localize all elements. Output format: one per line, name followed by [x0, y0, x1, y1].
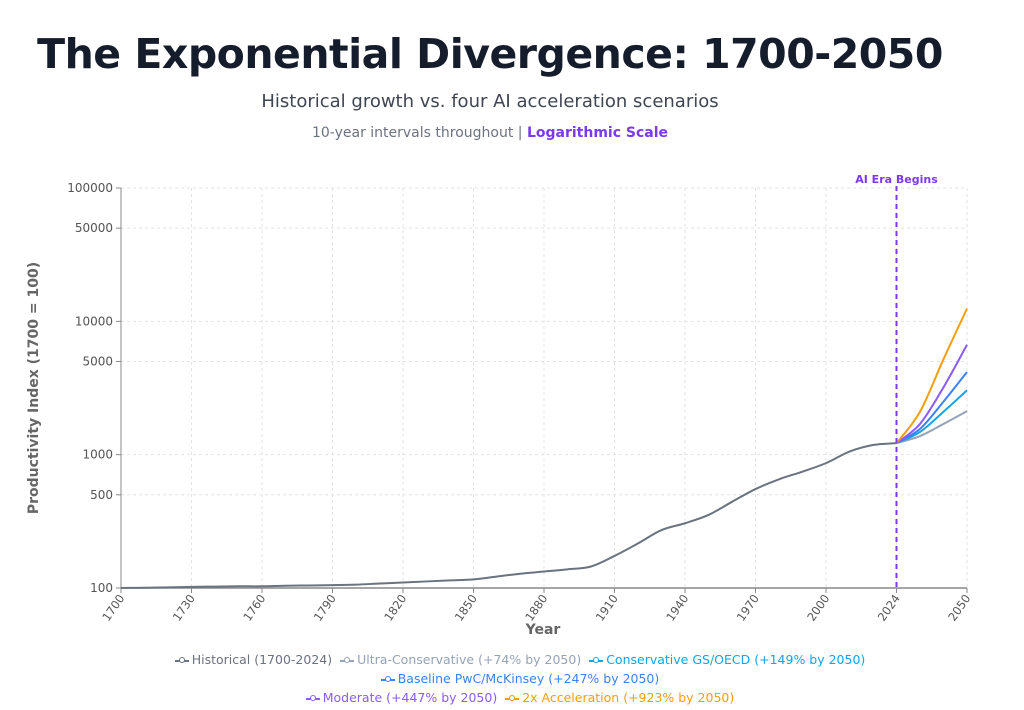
y-tick-label: 10000: [75, 314, 113, 328]
x-tick-label: 1790: [311, 592, 339, 624]
x-tick-label: 2050: [945, 592, 973, 624]
legend-marker-icon: [589, 656, 604, 666]
y-axis-title: Productivity Index (1700 = 100): [26, 262, 42, 514]
log-scale-label: Logarithmic Scale: [526, 125, 669, 141]
x-tick-label: 1970: [734, 592, 762, 624]
x-tick-label: 1910: [593, 592, 621, 624]
legend-marker-icon: [505, 694, 520, 704]
x-tick-label: 2000: [804, 592, 832, 624]
legend-label: Historical (1700-2024): [191, 652, 333, 667]
y-tick-label: 500: [90, 488, 113, 502]
legend-marker-icon: [340, 656, 355, 666]
legend-item[interactable]: Ultra-Conservative (+74% by 2050): [340, 650, 581, 669]
legend-item[interactable]: Moderate (+447% by 2050): [305, 688, 498, 707]
legend-marker-icon: [305, 694, 320, 704]
series-line-3: [895, 371, 968, 445]
chart-subtitle: Historical growth vs. four AI accelerati…: [261, 91, 719, 112]
x-tick-label: 1820: [381, 592, 409, 624]
chart-title: The Exponential Divergence: 1700-2050: [37, 30, 943, 78]
x-tick-label: 1940: [663, 592, 691, 624]
series-line-0: [120, 442, 897, 589]
chart-note: 10-year intervals throughout | Logarithm…: [0, 125, 980, 141]
x-axis-title: Year: [525, 622, 561, 638]
legend-label: Ultra-Conservative (+74% by 2050): [357, 652, 582, 667]
y-tick-label: 100: [90, 581, 113, 595]
legend-item[interactable]: 2x Acceleration (+923% by 2050): [505, 688, 734, 707]
y-tick-label: 50000: [75, 221, 113, 235]
legend-item[interactable]: Conservative GS/OECD (+149% by 2050): [589, 650, 865, 669]
series-line-4: [895, 344, 968, 444]
legend-marker-icon: [174, 656, 189, 666]
x-tick-label: 2024: [875, 592, 903, 624]
x-tick-label: 1850: [452, 592, 480, 624]
legend-item[interactable]: Historical (1700-2024): [174, 650, 333, 669]
series-line-1: [896, 410, 968, 445]
legend-item[interactable]: Baseline PwC/McKinsey (+247% by 2050): [380, 669, 660, 688]
legend-label: 2x Acceleration (+923% by 2050): [522, 690, 735, 705]
y-tick-label: 5000: [82, 354, 113, 368]
legend-label: Conservative GS/OECD (+149% by 2050): [606, 652, 866, 667]
ai-era-label: AI Era Begins: [855, 173, 938, 186]
x-tick-label: 1760: [240, 592, 268, 624]
x-tick-label: 1700: [99, 592, 127, 624]
x-tick-label: 1730: [170, 592, 198, 624]
legend-marker-icon: [380, 675, 395, 685]
x-tick-label: 1880: [522, 592, 550, 624]
y-tick-label: 1000: [82, 448, 113, 462]
legend-label: Baseline PwC/McKinsey (+247% by 2050): [397, 671, 660, 686]
legend: Historical (1700-2024) Ultra-Conservative…: [60, 650, 980, 707]
legend-label: Moderate (+447% by 2050): [322, 690, 498, 705]
series-line-5: [895, 308, 968, 444]
y-tick-label: 100000: [67, 181, 113, 195]
note-text: 10-year intervals throughout |: [311, 125, 527, 141]
